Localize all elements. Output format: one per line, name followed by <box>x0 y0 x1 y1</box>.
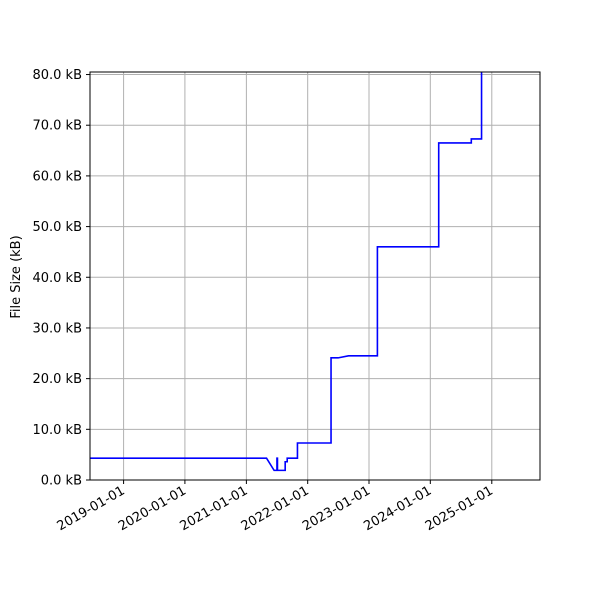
x-tick-label-3: 2022-01-01 <box>239 483 312 534</box>
y-tick-label-6: 60.0 kB <box>32 169 82 184</box>
grid <box>90 72 540 481</box>
y-tick-label-8: 80.0 kB <box>32 68 82 83</box>
y-tick-label-1: 10.0 kB <box>32 423 82 438</box>
y-tick-label-2: 20.0 kB <box>32 372 82 387</box>
x-tick-label-6: 2025-01-01 <box>423 483 496 534</box>
y-tick-label-3: 30.0 kB <box>32 321 82 336</box>
x-tick-label-0: 2019-01-01 <box>55 483 128 534</box>
y-tick-label-0: 0.0 kB <box>41 474 82 489</box>
y-axis-label: File Size (kB) <box>9 235 24 318</box>
y-tick-label-4: 40.0 kB <box>32 271 82 286</box>
series-layer <box>90 72 483 472</box>
y-tick-label-7: 70.0 kB <box>32 119 82 134</box>
x-tick-label-1: 2020-01-01 <box>116 483 189 534</box>
y-tick-labels: 0.0 kB 10.0 kB 20.0 kB 30.0 kB 40.0 kB 50.0 k… <box>32 68 82 488</box>
tick-marks <box>86 74 493 484</box>
x-tick-label-4: 2023-01-01 <box>300 483 373 534</box>
x-tick-labels: 2019-01-012020-01-012021-01-012022-01-01… <box>55 483 496 534</box>
y-tick-label-5: 50.0 kB <box>32 220 82 235</box>
x-tick-label-5: 2024-01-01 <box>361 483 434 534</box>
series-line-0 <box>90 72 483 472</box>
plot-frame <box>89 71 541 481</box>
x-tick-label-2: 2021-01-01 <box>177 483 250 534</box>
